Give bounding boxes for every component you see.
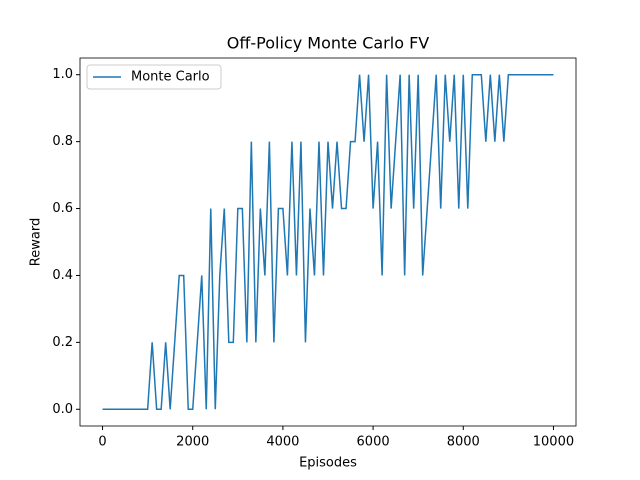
y-tick-label: 0.8 (52, 134, 73, 149)
data-line (102, 73, 554, 411)
x-axis-label: Episodes (299, 456, 357, 471)
y-tick-label: 1.0 (52, 67, 73, 82)
x-tick-label: 0 (98, 435, 106, 450)
plot-frame (79, 57, 577, 427)
x-tick-label: 6000 (357, 435, 390, 450)
legend-label: Monte Carlo (131, 70, 210, 85)
y-tick-label: 0.0 (52, 402, 73, 417)
legend-box (86, 64, 222, 90)
x-tick-label: 8000 (447, 435, 480, 450)
chart-title: Off-Policy Monte Carlo FV (227, 34, 430, 53)
y-tick-label: 0.2 (52, 335, 73, 350)
x-tick-label: 2000 (176, 435, 209, 450)
y-tick-label: 0.6 (52, 201, 73, 216)
x-tick-label: 10000 (533, 435, 574, 450)
x-tick-label: 4000 (266, 435, 299, 450)
y-tick-label: 0.4 (52, 268, 73, 283)
y-axis-label: Reward (29, 218, 44, 266)
